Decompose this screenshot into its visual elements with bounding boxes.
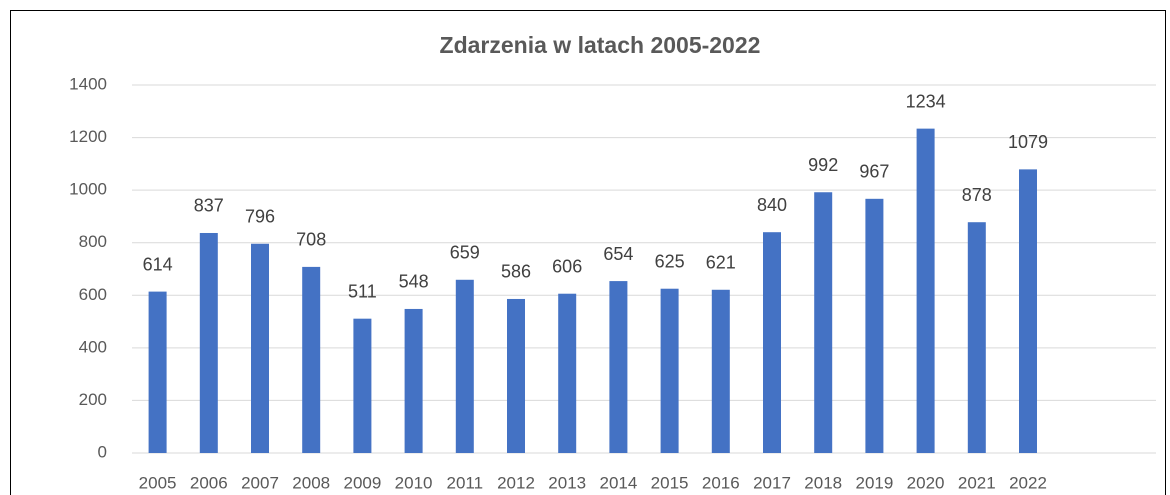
chart-title: Zdarzenia w latach 2005-2022 <box>440 32 761 58</box>
bar <box>865 198 884 453</box>
bar <box>1019 169 1037 453</box>
x-tick-label: 2014 <box>599 473 637 492</box>
bar <box>455 279 474 453</box>
data-label: 614 <box>143 254 173 274</box>
y-tick-label: 400 <box>79 337 107 356</box>
bar <box>302 266 321 453</box>
x-tick-label: 2010 <box>395 473 433 492</box>
x-tick-label: 2016 <box>702 473 740 492</box>
x-tick-label: 2005 <box>139 473 177 492</box>
data-label: 654 <box>603 244 633 264</box>
x-tick-label: 2009 <box>343 473 381 492</box>
data-label: 708 <box>296 230 326 250</box>
data-label: 625 <box>655 251 685 271</box>
y-tick-label: 1000 <box>69 180 107 199</box>
y-tick-label: 800 <box>79 232 107 251</box>
data-label: 992 <box>808 155 838 175</box>
bar <box>660 288 679 453</box>
data-label: 1079 <box>1008 132 1048 152</box>
x-tick-label: 2013 <box>548 473 586 492</box>
x-tick-label: 2017 <box>753 473 791 492</box>
x-tick-label: 2011 <box>447 473 484 492</box>
bar <box>763 232 781 453</box>
bar <box>558 293 577 453</box>
y-tick-label: 600 <box>79 285 107 304</box>
chart-frame <box>10 10 1166 495</box>
bar <box>404 308 423 453</box>
data-label: 606 <box>552 256 582 276</box>
bar <box>148 291 167 453</box>
bar <box>967 222 986 453</box>
data-label: 586 <box>501 262 531 282</box>
x-tick-label: 2008 <box>292 473 330 492</box>
bar <box>711 289 730 453</box>
data-label: 621 <box>706 253 736 273</box>
bar <box>609 281 628 453</box>
x-tick-label: 2006 <box>190 473 228 492</box>
y-tick-label: 1400 <box>69 74 107 93</box>
x-tick-label: 2022 <box>1009 473 1047 492</box>
data-label: 878 <box>962 185 992 205</box>
data-label: 511 <box>348 281 377 301</box>
data-label: 1234 <box>906 91 946 111</box>
x-tick-label: 2015 <box>651 473 689 492</box>
bar <box>916 128 935 454</box>
x-tick-label: 2007 <box>241 473 279 492</box>
y-tick-label: 200 <box>79 390 107 409</box>
data-label: 659 <box>450 243 480 263</box>
bar <box>353 318 372 453</box>
y-tick-label: 0 <box>98 442 107 461</box>
data-label: 548 <box>399 272 429 292</box>
x-tick-label: 2012 <box>497 473 535 492</box>
x-tick-label: 2020 <box>907 473 945 492</box>
x-tick-label: 2021 <box>958 473 996 492</box>
data-label: 837 <box>194 196 224 216</box>
data-label: 796 <box>245 207 275 227</box>
bar <box>199 232 218 453</box>
bar <box>814 192 833 453</box>
y-tick-label: 1200 <box>69 127 107 146</box>
x-tick-label: 2019 <box>855 473 893 492</box>
bar <box>251 243 269 453</box>
data-label: 967 <box>859 162 889 182</box>
x-tick-label: 2018 <box>804 473 842 492</box>
bar <box>507 298 525 453</box>
data-label: 840 <box>757 195 787 215</box>
